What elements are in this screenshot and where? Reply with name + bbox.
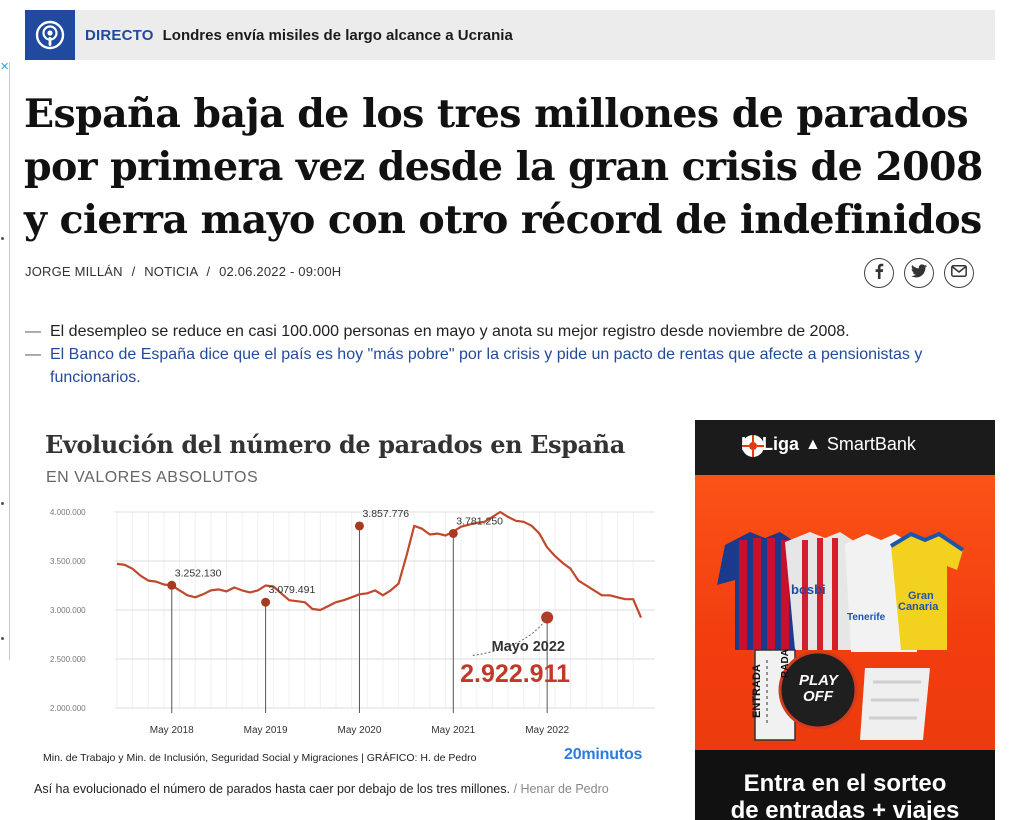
callout-label: Mayo 2022 [492,639,565,655]
unemployment-chart[interactable]: Evolución del número de parados en Españ… [25,420,665,775]
article-section: NOTICIA [144,264,198,279]
smartbank-icon: ▲ [805,435,821,453]
y-tick-label: 4.000.000 [50,508,86,517]
summary-item: — El desempleo se reduce en casi 100.000… [25,320,975,343]
byline: JORGE MILLÁN / NOTICIA / 02.06.2022 - 09… [25,264,341,279]
byline-separator: / [206,264,211,279]
ad-ticket-label: ENTRADA [751,664,763,718]
dash: — [25,346,41,363]
left-sidebar-edge: ✕ [0,62,10,660]
share-facebook-button[interactable] [864,258,894,288]
podcast-icon [25,10,75,60]
photo-credit: Henar de Pedro [520,782,609,796]
ad-ticket-label-2: RADA [780,649,791,678]
data-point [541,611,554,624]
x-tick-label: May 2022 [525,725,569,736]
facebook-icon [872,263,886,284]
x-tick-label: May 2018 [150,725,194,736]
ad-brand-right: SmartBank [826,434,916,454]
caption-separator: / [513,782,517,796]
ad-cta-line-1: Entra en el sorteo [743,770,947,797]
ad-brand-logo: LaLiga ▲ SmartBank [741,434,916,457]
share-twitter-button[interactable] [904,258,934,288]
chart-title: Evolución del número de parados en Españ… [45,430,625,459]
live-ticker[interactable]: DIRECTO Londres envía misiles de largo a… [25,10,995,60]
ticker-headline-link[interactable]: Londres envía misiles de largo alcance a… [162,26,513,44]
ad-cta-line-2: de entradas + viajes [730,797,960,820]
y-tick-label: 3.000.000 [50,606,86,615]
bullet [1,237,4,240]
laliga-icon [742,435,764,457]
ad-footer [695,750,995,820]
data-point [261,597,271,607]
ad-badge-text-1: PLAY [799,672,838,689]
ad-shirt-text-3: Canaria [898,601,939,613]
y-tick-label: 2.500.000 [50,655,86,664]
ad-shirt-text-1: Tenerife [847,612,886,623]
x-tick-label: May 2019 [244,725,288,736]
article-headline: España baja de los tres millones de para… [24,91,983,243]
data-point [354,521,364,531]
byline-separator: / [131,264,136,279]
chart-plot: 4.000.000 3.500.000 3.000.000 2.500.000 2.00… [50,508,655,736]
ad-shirt-text-2: Gran [908,590,934,602]
email-icon [951,264,967,282]
x-tick-label: May 2020 [337,725,381,736]
chart-subtitle: EN VALORES ABSOLUTOS [46,469,259,486]
series-line [116,510,643,619]
dash: — [25,323,41,340]
y-tick-label: 3.500.000 [50,557,86,566]
data-label: 3.781.250 [456,515,503,527]
image-caption: Así ha evolucionado el número de parados… [34,780,654,798]
ad-artwork [717,531,965,741]
publish-date: 02.06.2022 - 09:00H [219,264,342,279]
author-link[interactable]: JORGE MILLÁN [25,264,123,279]
data-label: 3.252.130 [175,567,222,579]
summary-text: El desempleo se reduce en casi 100.000 p… [50,323,850,340]
ad-badge-text-2: OFF [803,688,833,705]
data-point [167,580,177,590]
live-label: DIRECTO [85,26,154,44]
data-point [448,528,458,538]
chart-source: Min. de Trabajo y Min. de Inclusión, Seg… [43,752,477,764]
bullet [1,637,4,640]
chart-brand-logo: 20minutos [564,746,643,763]
callout-value: 2.922.911 [460,660,570,688]
twitter-icon [911,263,927,283]
ad-cta-text[interactable]: Entra en el sorteo de entradas + viajes [695,770,995,820]
advertisement-banner[interactable]: LaLiga ▲ SmartBank Tenerife Gran Canaria… [695,420,995,820]
caption-text: Así ha evolucionado el número de parados… [34,782,510,796]
ad-shirt-text-4: bosbi [791,582,826,597]
related-article-link[interactable]: El Banco de España dice que el país es h… [50,346,923,386]
article-summary: — El desempleo se reduce en casi 100.000… [25,320,975,389]
close-icon[interactable]: ✕ [0,61,10,73]
x-tick-label: May 2021 [431,725,475,736]
summary-item[interactable]: — El Banco de España dice que el país es… [25,343,975,389]
y-tick-label: 2.000.000 [50,704,86,713]
bullet [1,502,4,505]
data-label: 3.857.776 [362,508,409,520]
data-label: 3.079.491 [269,584,316,596]
share-email-button[interactable] [944,258,974,288]
